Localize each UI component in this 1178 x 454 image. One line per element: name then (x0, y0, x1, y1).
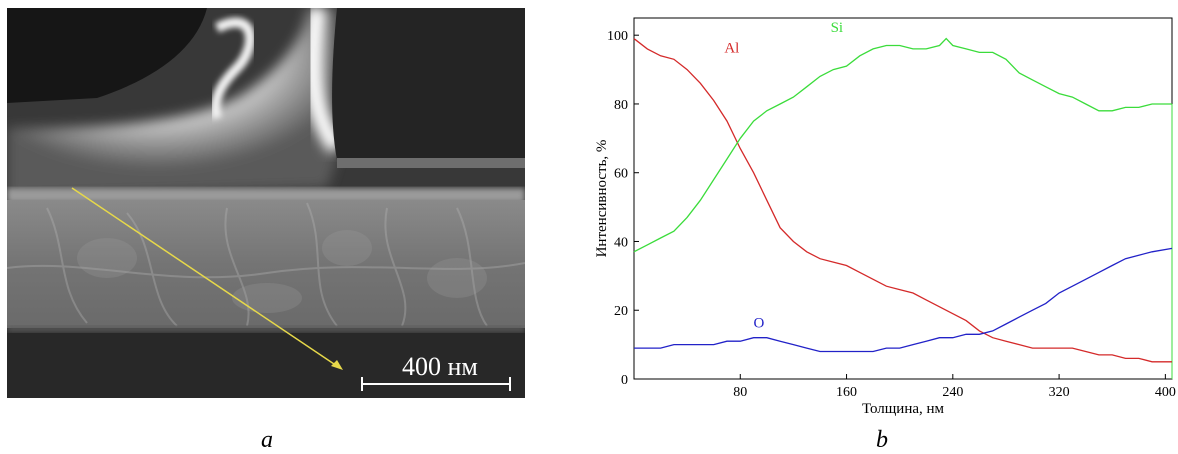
x-tick-label: 320 (1049, 385, 1070, 400)
series-label-si: Si (831, 20, 844, 36)
micrograph-image (7, 8, 525, 398)
y-tick-label: 20 (614, 304, 628, 319)
series-label-al: Al (724, 40, 739, 56)
chart-svg: 80 160 240 320 400 0 20 40 60 80 100 Al Si O Толщина… (594, 17, 1176, 417)
caption-b: b (876, 427, 888, 453)
series-label-o: O (754, 315, 765, 331)
x-tick-label: 80 (733, 385, 747, 400)
y-tick-label: 40 (614, 235, 628, 250)
series-line-o (634, 247, 1173, 353)
depth-profile-chart: 80 160 240 320 400 0 20 40 60 80 100 Al Si O Толщина… (592, 12, 1178, 432)
x-tick-label: 240 (942, 385, 963, 400)
x-tick-label: 160 (836, 385, 857, 400)
series-line-si (633, 37, 1172, 253)
scale-bar (361, 377, 511, 391)
series-lines (633, 37, 1173, 363)
plot-frame (633, 17, 1173, 380)
series-line-al (633, 38, 1172, 363)
x-tick-label: 400 (1155, 385, 1176, 400)
y-tick-label: 60 (614, 167, 628, 182)
caption-a: a (261, 427, 273, 453)
y-tick-label: 0 (621, 373, 628, 388)
sem-micrograph: 400 нм (7, 8, 525, 398)
y-tick-label: 80 (614, 98, 628, 113)
scale-bar-label: 400 нм (402, 352, 478, 381)
x-axis-title: Толщина, нм (862, 401, 945, 417)
y-axis-title: Интенсивность, % (594, 140, 610, 258)
axes: 80 160 240 320 400 0 20 40 60 80 100 (607, 17, 1176, 400)
series-labels: Al Si O (724, 20, 843, 332)
y-tick-label: 100 (607, 29, 628, 44)
profile-line (71, 187, 338, 367)
